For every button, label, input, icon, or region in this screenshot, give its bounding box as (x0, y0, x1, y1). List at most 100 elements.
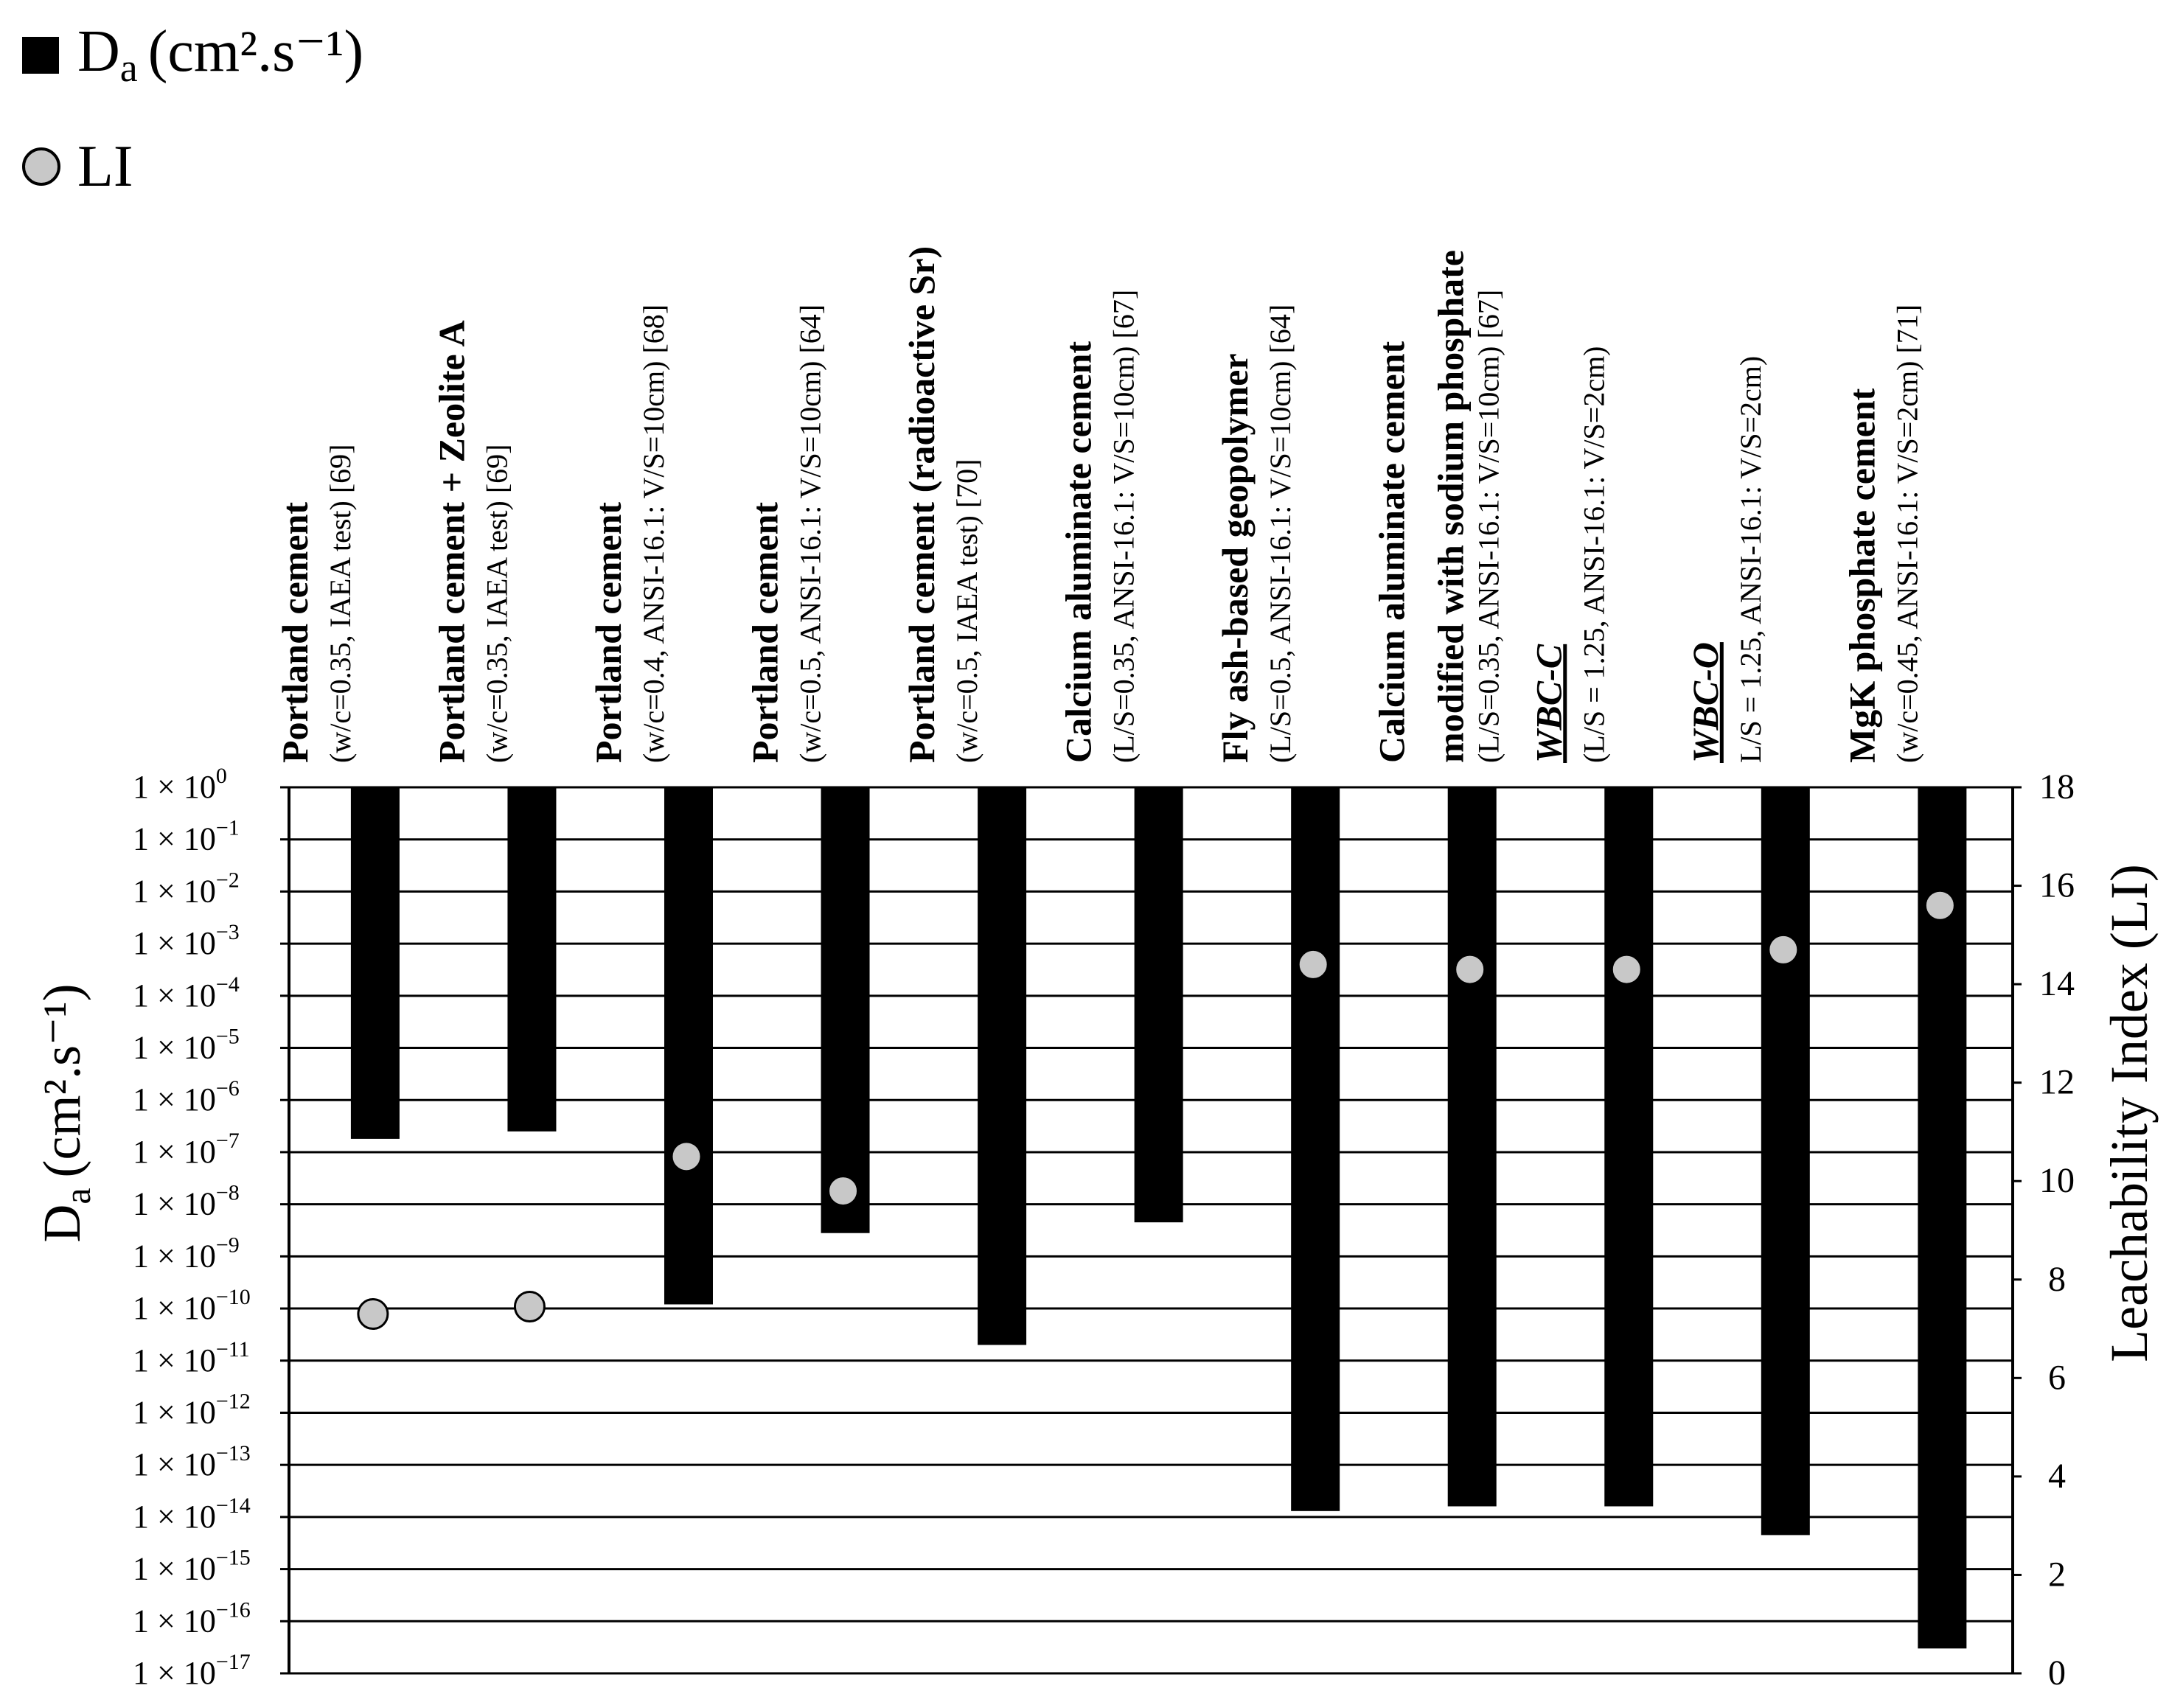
y-axis-left-label: Da (cm².s⁻¹) (32, 983, 98, 1242)
left-tick-label: 1 × 100 (133, 764, 227, 805)
right-tick-label: 18 (2039, 767, 2075, 806)
legend-label-li: LI (77, 134, 133, 199)
left-tick-label: 1 × 10−4 (133, 972, 240, 1014)
left-tick-label: 1 × 10−8 (133, 1181, 240, 1222)
li-point (1923, 889, 1956, 921)
li-point (827, 1175, 860, 1207)
li-point (1297, 948, 1329, 980)
left-tick-label: 1 × 10−15 (133, 1546, 251, 1587)
category-title: WBC-C (1528, 644, 1569, 763)
right-tick-labels: 0 2 4 6 8 10 12 14 16 18 (2039, 767, 2075, 1693)
category-title: Portland cement (745, 502, 786, 763)
y-axis-left-label-rest: (cm².s⁻¹) (32, 983, 91, 1177)
da-bar (1918, 787, 1967, 1649)
left-tick-label: 1 × 10−6 (133, 1076, 240, 1118)
left-tick-label: 1 × 10−9 (133, 1233, 240, 1274)
y-axis-left-label-sub: a (57, 1188, 98, 1204)
category-detail: (w/c=0.5, IAEA test) [70] (950, 459, 983, 763)
category-title: Portland cement (radioactive Sr) (901, 246, 942, 763)
left-tick-label: 1 × 10−2 (133, 868, 240, 909)
category-label: Portland cement (w/c=0.35, IAEA test) [69… (274, 445, 357, 763)
category-label: MgK phosphate cement (w/c=0.45, ANSI-16.1… (1841, 304, 1923, 763)
li-point (1610, 953, 1643, 986)
right-tick-label: 12 (2039, 1063, 2075, 1102)
category-labels: Portland cement (w/c=0.35, IAEA test) [69… (274, 246, 1923, 763)
category-label: WBC-O L/S = 1.25, ANSI-16.1: V/S=2cm) (1685, 356, 1767, 763)
right-tick-label: 16 (2039, 866, 2075, 905)
category-detail: (w/c=0.35, IAEA test) [69] (324, 445, 357, 763)
category-detail: (w/c=0.35, IAEA test) [69] (480, 445, 513, 763)
da-bar (1291, 787, 1340, 1511)
da-bar (1134, 787, 1183, 1223)
da-bar (507, 787, 557, 1132)
category-title: MgK phosphate cement (1841, 388, 1882, 763)
y-axis-right-label: Leachability Index (LI) (2100, 864, 2159, 1362)
li-point (357, 1298, 389, 1331)
li-point (1454, 953, 1486, 986)
gridlines (289, 786, 2013, 1675)
category-detail: (L/S=0.5, ANSI-16.1: V/S=10cm) [64] (1264, 304, 1297, 763)
left-tick-label: 1 × 10−13 (133, 1441, 251, 1482)
category-detail: (L/S = 1.25, ANSI-16.1: V/S=2cm) (1577, 346, 1610, 763)
left-tick-label: 1 × 10−5 (133, 1025, 240, 1066)
category-title: Portland cement (274, 502, 316, 763)
category-title: Calcium aluminate cement (1371, 341, 1413, 763)
left-tick-label: 1 × 10−14 (133, 1493, 251, 1535)
legend-label-da-main: D (77, 19, 120, 84)
category-label: Calcium aluminate cement modified with so… (1371, 250, 1505, 763)
category-label: Portland cement (radioactive Sr) (w/c=0.5… (901, 246, 983, 763)
axes (280, 786, 2022, 1675)
category-detail: (L/S=0.35, ANSI-16.1: V/S=10cm) [67] (1107, 290, 1141, 763)
legend-label-da: Da (cm².s⁻¹) (77, 19, 363, 90)
right-tick-label: 8 (2048, 1260, 2066, 1299)
category-label: Portland cement (w/c=0.4, ANSI-16.1: V/S=… (588, 304, 670, 763)
category-label: WBC-C (L/S = 1.25, ANSI-16.1: V/S=2cm) (1528, 346, 1610, 763)
category-title: Fly ash-based geopolymer (1214, 353, 1256, 763)
category-label: Calcium aluminate cement (L/S=0.35, ANSI-… (1058, 290, 1141, 763)
y-axis-left-label-main: D (32, 1205, 91, 1243)
legend-label-da-sub: a (120, 46, 138, 90)
li-point (670, 1140, 703, 1173)
li-point (1767, 933, 1800, 966)
category-extra: (L/S=0.35, ANSI-16.1: V/S=10cm) [67] (1472, 290, 1505, 763)
category-title: WBC-O (1685, 642, 1726, 763)
da-bar (821, 787, 870, 1233)
category-detail: modified with sodium phosphate (1430, 250, 1472, 763)
da-bar (1447, 787, 1497, 1507)
left-tick-label: 1 × 10−7 (133, 1129, 240, 1170)
legend: Da (cm².s⁻¹) LI (22, 19, 363, 199)
right-tick-label: 0 (2048, 1653, 2066, 1693)
da-bars (350, 787, 1967, 1649)
left-tick-label: 1 × 10−1 (133, 816, 240, 857)
da-bar (350, 787, 400, 1139)
category-detail: (w/c=0.45, ANSI-16.1: V/S=2cm) [71] (1890, 304, 1923, 763)
left-tick-label: 1 × 10−16 (133, 1597, 251, 1639)
left-tick-label: 1 × 10−3 (133, 920, 240, 961)
da-bar (1761, 787, 1810, 1536)
category-title: Calcium aluminate cement (1058, 341, 1099, 763)
da-bar (978, 787, 1027, 1345)
right-tick-label: 14 (2039, 964, 2075, 1003)
right-tick-label: 6 (2048, 1358, 2066, 1397)
category-label: Fly ash-based geopolymer (L/S=0.5, ANSI-1… (1214, 304, 1297, 763)
left-tick-label: 1 × 10−11 (133, 1337, 250, 1378)
category-title: Portland cement (588, 502, 629, 763)
left-tick-label: 1 × 10−12 (133, 1389, 251, 1430)
left-tick-labels: 1 × 100 1 × 10−1 1 × 10−2 1 × 10−3 1 × 10−4 1… (133, 764, 251, 1691)
category-detail: (w/c=0.4, ANSI-16.1: V/S=10cm) [68] (637, 304, 670, 763)
left-tick-label: 1 × 10−10 (133, 1285, 251, 1326)
category-label: Portland cement (w/c=0.5, ANSI-16.1: V/S=… (745, 304, 827, 763)
legend-swatch-li (22, 147, 60, 186)
right-tick-label: 4 (2048, 1457, 2066, 1496)
category-detail: L/S = 1.25, ANSI-16.1: V/S=2cm) (1734, 356, 1767, 763)
da-bar (664, 787, 713, 1305)
da-bar (1604, 787, 1654, 1507)
right-tick-label: 10 (2039, 1161, 2075, 1200)
category-label: Portland cement + Zeolite A (w/c=0.35, IA… (431, 320, 513, 763)
li-point (513, 1291, 546, 1323)
legend-label-da-rest: (cm².s⁻¹) (148, 19, 363, 84)
right-tick-label: 2 (2048, 1555, 2066, 1594)
category-title: Portland cement + Zeolite A (431, 320, 472, 763)
category-detail: (w/c=0.5, ANSI-16.1: V/S=10cm) [64] (794, 304, 827, 763)
